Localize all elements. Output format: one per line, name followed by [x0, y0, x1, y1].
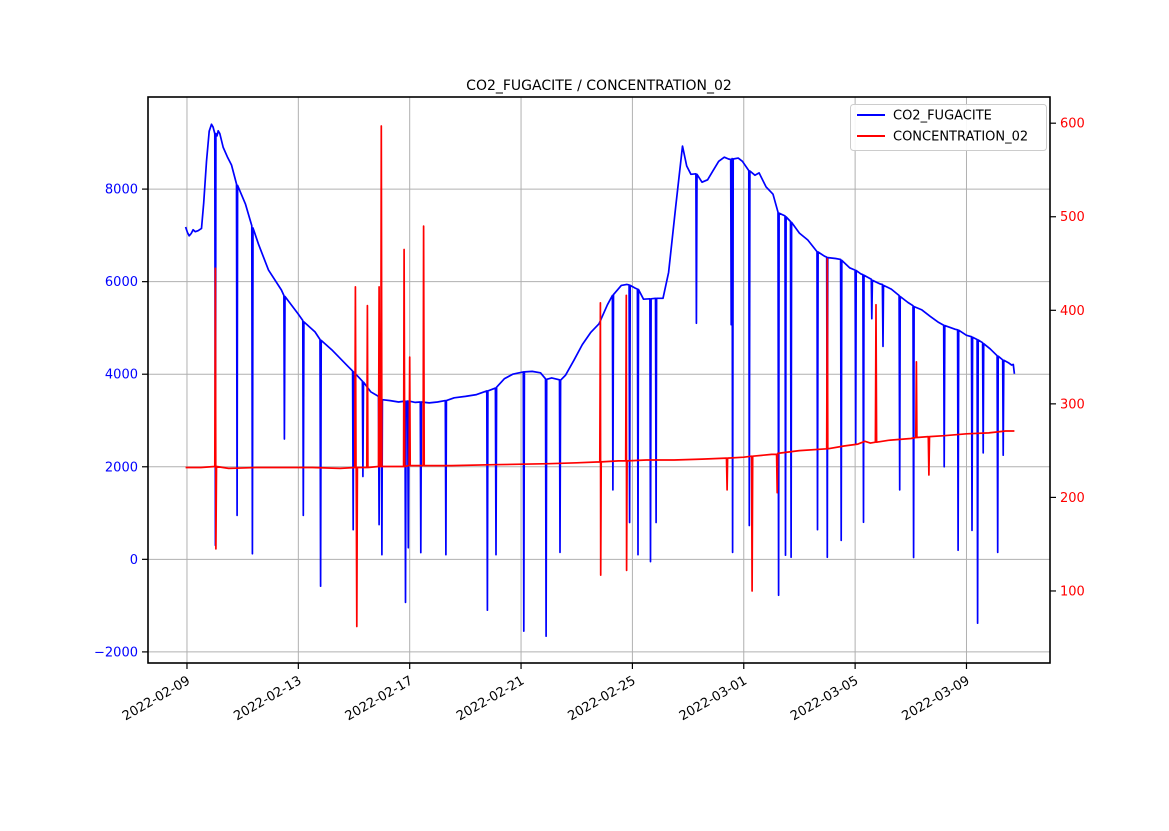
left-tick-label: 0 [130, 553, 138, 568]
series-line-concentration-02 [185, 125, 1015, 628]
x-tick-label: 2022-02-09 [120, 673, 193, 724]
left-tick-label: 4000 [105, 368, 138, 383]
right-tick-label: 200 [1060, 491, 1085, 506]
left-tick-label: −2000 [94, 645, 138, 660]
series-lines [184, 123, 1016, 638]
right-tick-label: 400 [1060, 304, 1085, 319]
x-tick-label: 2022-02-17 [343, 673, 416, 724]
chart-title: CO2_FUGACITE / CONCENTRATION_02 [466, 78, 732, 94]
left-tick-label: 2000 [105, 460, 138, 475]
x-tick-label: 2022-03-01 [677, 673, 750, 724]
right-tick-label: 500 [1060, 210, 1085, 225]
plot-border [147, 96, 1051, 664]
axes: −2000 0 2000 4000 6000 8000 100 200 300 400 500 600… [94, 96, 1085, 724]
legend: CO2_FUGACITE CONCENTRATION_02 [850, 104, 1047, 151]
right-tick-label: 100 [1060, 584, 1085, 599]
x-tick-label: 2022-03-05 [788, 673, 861, 724]
x-tick-label: 2022-02-21 [454, 673, 527, 724]
left-tick-label: 6000 [105, 275, 138, 290]
legend-label-concentration-02: CONCENTRATION_02 [893, 130, 1028, 145]
legend-label-co2-fugacite: CO2_FUGACITE [893, 109, 992, 124]
series-line-co2-fugacite [184, 123, 1016, 638]
legend-box [850, 104, 1047, 151]
x-tick-label: 2022-03-09 [900, 673, 973, 724]
right-tick-label: 600 [1060, 117, 1085, 132]
left-tick-label: 8000 [105, 183, 138, 198]
right-tick-label: 300 [1060, 397, 1085, 412]
x-tick-label: 2022-02-25 [565, 673, 638, 724]
x-tick-label: 2022-02-13 [231, 673, 304, 724]
